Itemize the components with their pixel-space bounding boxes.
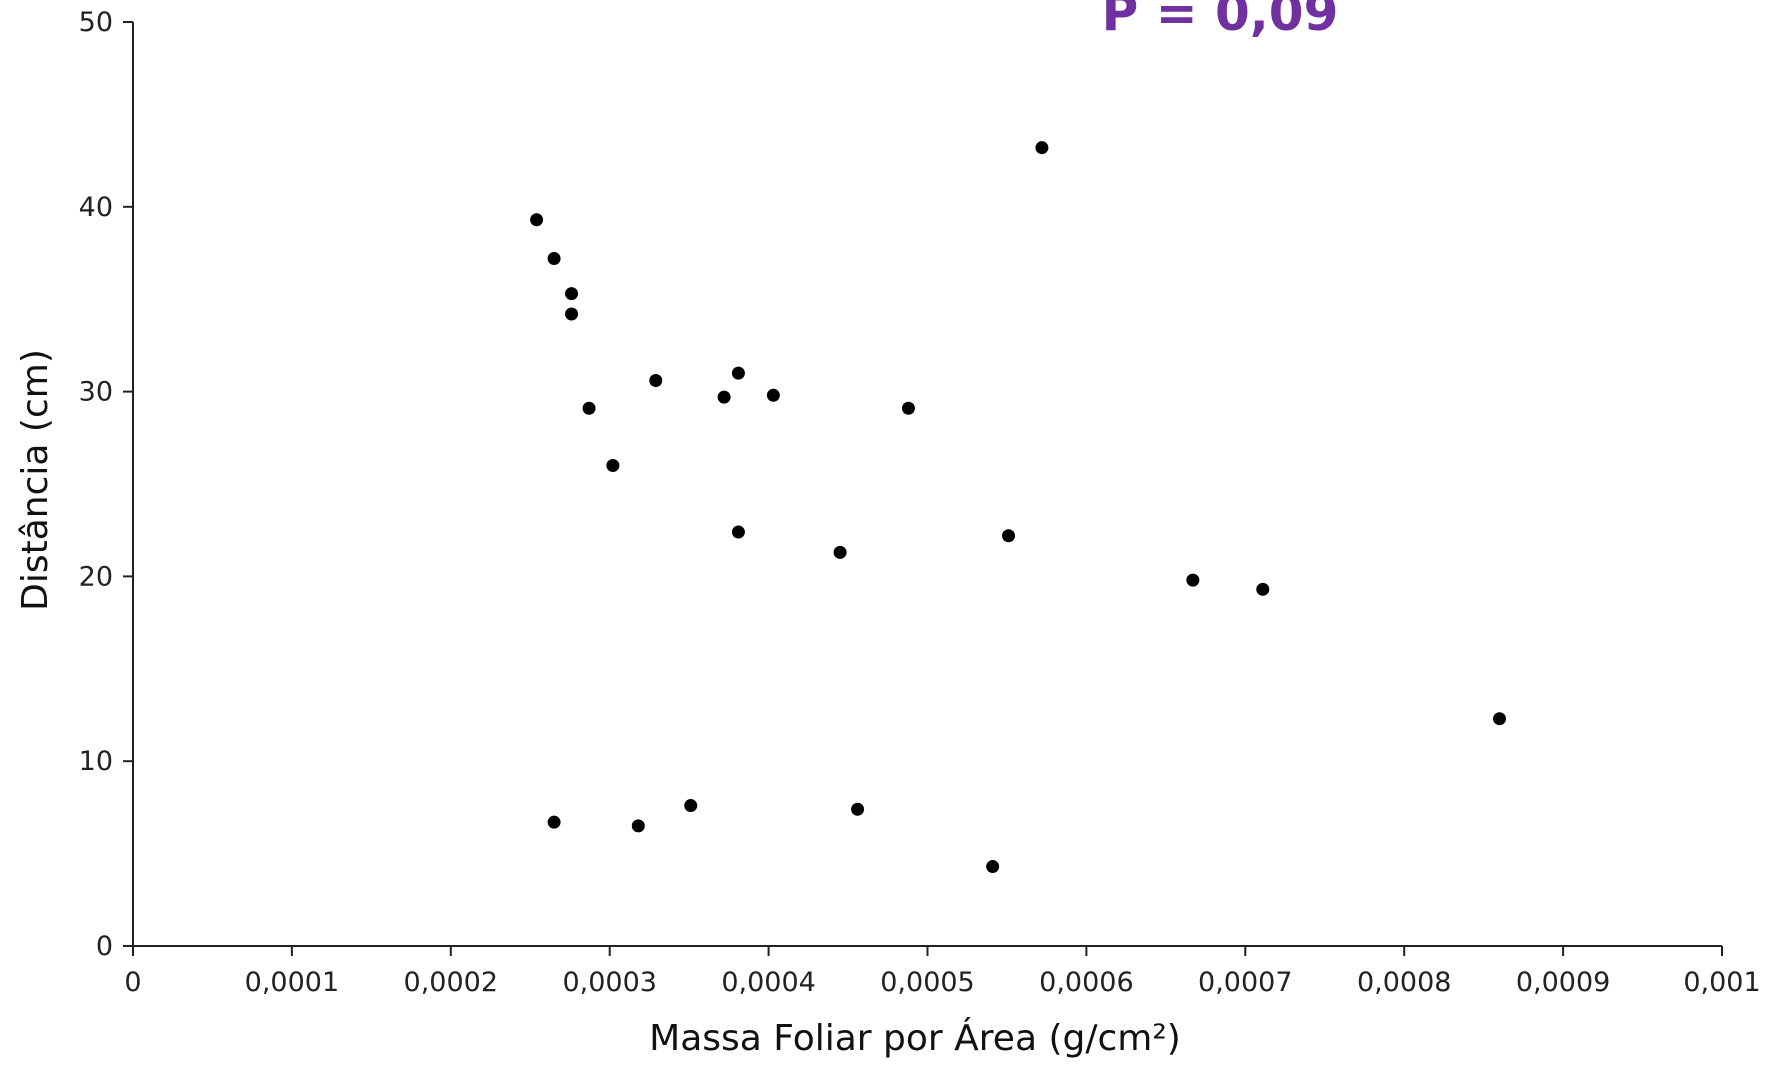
data-point	[631, 819, 645, 833]
x-tick-label: 0,0002	[404, 967, 498, 998]
y-tick-label: 0	[96, 931, 113, 962]
data-point	[684, 799, 698, 813]
y-axis: 0 10 20 30 40 50	[79, 7, 134, 962]
x-tick-label: 0,0003	[562, 967, 656, 998]
data-point	[833, 545, 847, 559]
x-tick-label: 0,0005	[880, 967, 974, 998]
x-tick-label: 0,001	[1683, 967, 1760, 998]
y-tick-label: 40	[79, 192, 113, 223]
data-point	[530, 213, 544, 227]
data-point	[851, 802, 865, 816]
x-tick-label: 0,0006	[1039, 967, 1133, 998]
x-tick-label: 0,0001	[245, 967, 339, 998]
data-point	[731, 366, 745, 380]
x-tick-label: 0,0008	[1357, 967, 1451, 998]
x-axis-title: Massa Foliar por Área (g/cm²)	[649, 1017, 1181, 1059]
data-point	[547, 252, 561, 266]
x-tick-label: 0,0007	[1198, 967, 1292, 998]
data-point	[1035, 141, 1049, 155]
y-tick-label: 20	[79, 561, 113, 592]
x-axis: 0 0,0001 0,0002 0,0003 0,0004 0,0005 0,0006 0,0…	[124, 945, 1761, 998]
x-tick-label: 0	[124, 967, 141, 998]
data-point	[565, 307, 579, 321]
data-point	[547, 815, 561, 829]
data-point	[1186, 573, 1200, 587]
data-point	[901, 401, 915, 415]
data-points	[530, 141, 1507, 874]
y-tick-label: 50	[79, 7, 113, 38]
x-tick-label: 0,0004	[721, 967, 815, 998]
y-axis-title: Distância (cm)	[15, 349, 56, 611]
data-point	[766, 388, 780, 402]
data-point	[1493, 712, 1507, 726]
data-point	[582, 401, 596, 415]
data-point	[1002, 529, 1016, 543]
data-point	[606, 459, 620, 473]
p-value-annotation: P = 0,09	[1102, 0, 1339, 42]
data-point	[731, 525, 745, 539]
data-point	[717, 390, 731, 404]
data-point	[986, 860, 1000, 874]
y-tick-label: 10	[79, 746, 113, 777]
y-tick-label: 30	[79, 377, 113, 408]
x-tick-label: 0,0009	[1516, 967, 1610, 998]
data-point	[1256, 582, 1270, 596]
data-point	[649, 374, 663, 388]
data-point	[565, 287, 579, 301]
